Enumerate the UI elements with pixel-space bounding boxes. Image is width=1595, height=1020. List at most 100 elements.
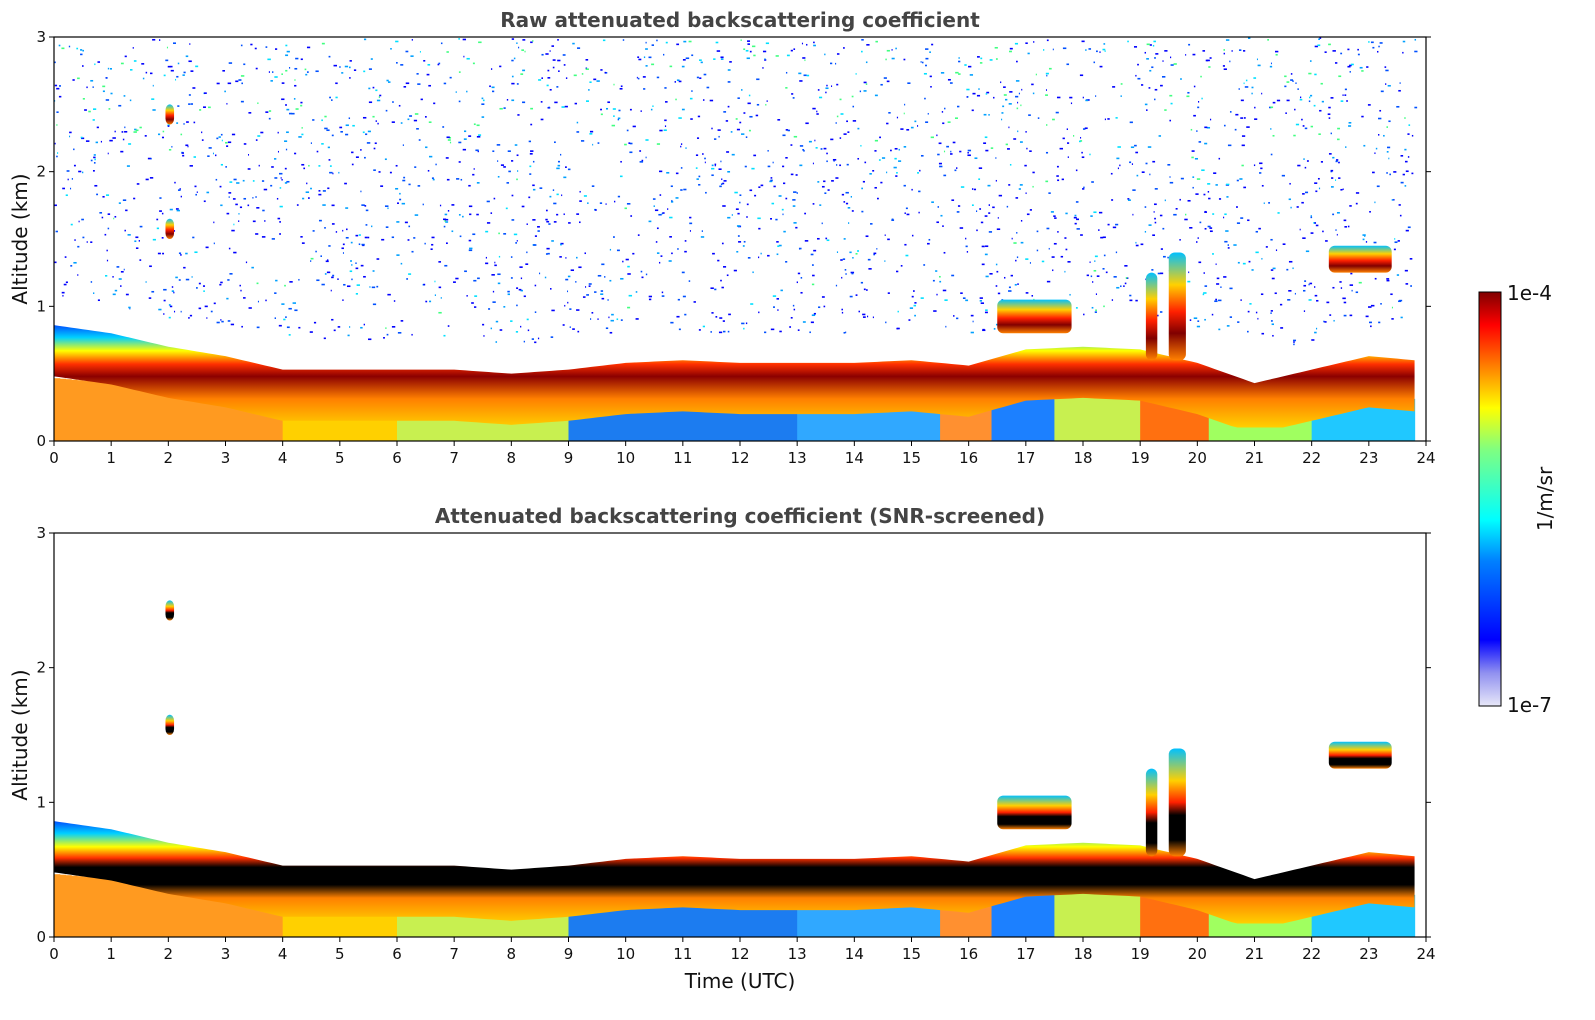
- noise-pixel: [866, 44, 870, 46]
- noise-pixel: [860, 281, 864, 284]
- noise-pixel: [1299, 98, 1303, 101]
- noise-pixel: [1154, 188, 1158, 190]
- noise-pixel: [1214, 300, 1218, 303]
- noise-pixel: [869, 173, 872, 175]
- noise-pixel: [328, 245, 331, 247]
- noise-pixel: [967, 154, 971, 157]
- noise-pixel: [802, 321, 806, 323]
- noise-pixel: [81, 218, 84, 221]
- noise-pixel: [857, 250, 860, 252]
- noise-pixel: [1377, 50, 1379, 53]
- noise-pixel: [1328, 153, 1332, 155]
- surface-cell: [1002, 395, 1010, 441]
- noise-pixel: [803, 74, 807, 77]
- noise-pixel: [567, 275, 571, 278]
- noise-pixel: [957, 205, 961, 207]
- noise-pixel: [88, 110, 91, 113]
- noise-pixel: [1160, 248, 1163, 250]
- noise-pixel: [874, 150, 877, 152]
- noise-pixel: [349, 60, 352, 62]
- noise-pixel: [442, 126, 445, 128]
- noise-pixel: [213, 221, 215, 224]
- noise-pixel: [863, 81, 867, 84]
- noise-pixel: [333, 64, 337, 67]
- surface-cell: [688, 895, 695, 937]
- cloud-feature: [165, 218, 175, 239]
- noise-pixel: [324, 227, 326, 229]
- noise-pixel: [106, 249, 108, 252]
- noise-pixel: [161, 136, 165, 139]
- noise-pixel: [1154, 221, 1157, 224]
- noise-pixel: [1267, 39, 1270, 41]
- noise-pixel: [879, 136, 882, 139]
- surface-cell: [654, 895, 661, 937]
- noise-pixel: [1017, 283, 1019, 285]
- noise-pixel: [942, 122, 945, 125]
- noise-pixel: [993, 328, 996, 330]
- noise-pixel: [927, 112, 929, 115]
- noise-pixel: [957, 105, 960, 108]
- noise-pixel: [1317, 177, 1320, 180]
- noise-pixel: [552, 59, 556, 61]
- noise-pixel: [377, 122, 379, 125]
- noise-pixel: [925, 48, 929, 50]
- noise-pixel: [1002, 105, 1005, 108]
- noise-pixel: [180, 133, 183, 136]
- noise-pixel: [1293, 343, 1295, 346]
- surface-cell: [1031, 888, 1038, 937]
- noise-pixel: [473, 123, 476, 126]
- noise-pixel: [917, 172, 919, 174]
- noise-pixel: [913, 304, 917, 307]
- noise-pixel: [1193, 85, 1196, 88]
- noise-pixel: [628, 294, 633, 297]
- noise-pixel: [635, 291, 638, 293]
- noise-pixel: [257, 300, 260, 303]
- noise-pixel: [1149, 173, 1151, 176]
- noise-pixel: [737, 97, 740, 99]
- noise-pixel: [585, 67, 588, 70]
- noise-pixel: [865, 235, 869, 238]
- noise-pixel: [929, 51, 931, 53]
- noise-pixel: [943, 251, 946, 254]
- noise-pixel: [368, 87, 371, 90]
- surface-cell: [659, 399, 667, 441]
- noise-pixel: [128, 306, 131, 309]
- surface-cell: [1403, 398, 1410, 441]
- x-tick-label: 7: [449, 449, 459, 467]
- noise-pixel: [867, 258, 871, 261]
- noise-pixel: [157, 252, 161, 255]
- noise-pixel: [843, 238, 846, 240]
- surface-cell: [791, 896, 798, 937]
- noise-pixel: [1391, 199, 1394, 201]
- noise-pixel: [605, 327, 609, 330]
- noise-pixel: [870, 223, 873, 225]
- noise-pixel: [1130, 146, 1135, 149]
- noise-pixel: [560, 243, 562, 246]
- surface-cell: [482, 405, 490, 441]
- noise-pixel: [1330, 169, 1334, 172]
- noise-pixel: [387, 207, 389, 210]
- noise-pixel: [82, 49, 84, 52]
- surface-cell: [477, 405, 484, 441]
- noise-pixel: [1246, 330, 1249, 333]
- noise-pixel: [54, 84, 58, 87]
- noise-pixel: [135, 236, 139, 239]
- noise-pixel: [835, 177, 839, 179]
- noise-pixel: [756, 103, 760, 106]
- noise-pixel: [285, 69, 288, 72]
- noise-pixel: [521, 49, 525, 51]
- noise-pixel: [428, 121, 432, 124]
- noise-pixel: [427, 169, 430, 172]
- noise-pixel: [511, 99, 515, 102]
- noise-pixel: [830, 138, 834, 141]
- noise-pixel: [689, 97, 693, 100]
- noise-pixel: [826, 160, 828, 163]
- noise-pixel: [318, 219, 322, 222]
- noise-pixel: [1398, 204, 1401, 206]
- noise-pixel: [637, 77, 640, 80]
- noise-pixel: [225, 166, 227, 168]
- noise-pixel: [1212, 213, 1215, 215]
- noise-pixel: [896, 116, 899, 119]
- noise-pixel: [1033, 41, 1035, 43]
- noise-pixel: [493, 197, 496, 200]
